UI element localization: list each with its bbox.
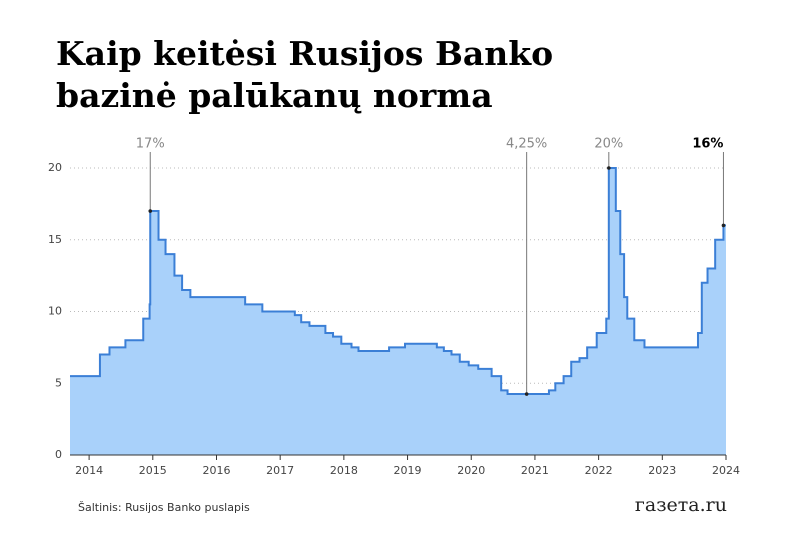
line [70,167,726,396]
x-tick-label: 2016 [202,464,230,477]
y-tick-label: 5 [55,376,62,389]
x-tick-label: 2014 [75,464,103,477]
annotation-label: 4,25% [506,137,547,152]
x-tick-label: 2023 [648,464,676,477]
logo: газета.ru [635,494,727,516]
chart-title: Kaip keitėsi Rusijos Banko [56,34,553,73]
annotation-point [148,209,153,213]
x-tick-label: 2022 [585,464,613,477]
chart-title: bazinė palūkanų norma [56,76,493,115]
y-tick-label: 15 [48,233,62,246]
x-tick-label: 2018 [330,464,358,477]
x-tick-label: 2019 [394,464,422,477]
x-tick-label: 2024 [712,464,740,477]
annotation-label: 20% [594,137,623,152]
y-tick-label: 0 [55,448,62,461]
x-tick-label: 2021 [521,464,549,477]
source: Šaltinis: Rusijos Banko puslapis [78,501,250,514]
annotation-point [721,223,726,228]
annotation-point [524,392,529,396]
annotation-point [607,166,611,170]
x-tick-label: 2017 [266,464,294,477]
x-tick-label: 2020 [457,464,485,477]
annotation-label: 17% [136,137,165,152]
x-tick-label: 2015 [139,464,167,477]
y-tick-label: 10 [48,305,62,318]
y-tick-label: 20 [48,161,62,174]
annotation-label: 16% [692,137,723,152]
